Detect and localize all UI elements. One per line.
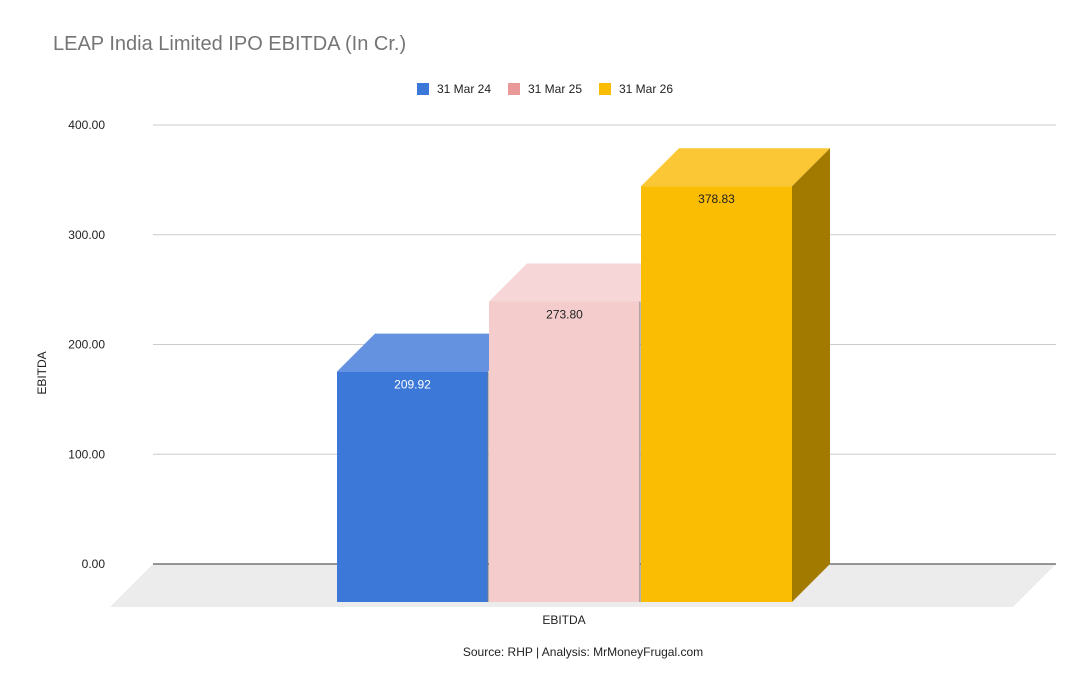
y-tick-label: 0.00 xyxy=(82,557,106,571)
legend-item: 31 Mar 26 xyxy=(599,82,673,96)
bar-2: 273.80 xyxy=(489,263,678,602)
legend-swatch xyxy=(508,83,520,95)
chart-title: LEAP India Limited IPO EBITDA (In Cr.) xyxy=(53,33,406,55)
bar-side-face xyxy=(792,148,830,602)
bar-top-face xyxy=(489,263,678,302)
bar-3: 378.83 xyxy=(641,148,830,602)
x-axis-label: EBITDA xyxy=(542,613,585,627)
y-tick-label: 400.00 xyxy=(68,118,105,132)
y-tick-label: 300.00 xyxy=(68,228,105,242)
y-axis-ticks: 0.00 100.00 200.00 300.00 400.00 xyxy=(68,118,105,571)
y-tick-label: 200.00 xyxy=(68,338,105,352)
y-tick-label: 100.00 xyxy=(68,447,105,461)
legend-label: 31 Mar 26 xyxy=(619,82,673,96)
y-axis-label: EBITDA xyxy=(35,351,49,394)
bar-1: 209.92 xyxy=(337,333,526,602)
bar-front-face xyxy=(641,186,792,602)
data-label: 209.92 xyxy=(394,378,431,392)
data-label: 378.83 xyxy=(698,192,735,206)
legend-swatch xyxy=(599,83,611,95)
legend-swatch xyxy=(417,83,429,95)
legend-item: 31 Mar 25 xyxy=(508,82,582,96)
legend-label: 31 Mar 25 xyxy=(528,82,582,96)
source-note: Source: RHP | Analysis: MrMoneyFrugal.co… xyxy=(463,645,703,659)
legend-item: 31 Mar 24 xyxy=(417,82,491,96)
bar-front-face xyxy=(337,371,488,602)
bar-top-face xyxy=(641,148,830,187)
data-label: 273.80 xyxy=(546,308,583,322)
bar-front-face xyxy=(489,301,640,602)
legend-label: 31 Mar 24 xyxy=(437,82,491,96)
legend: 31 Mar 24 31 Mar 25 31 Mar 26 xyxy=(417,82,673,96)
bar-top-face xyxy=(337,333,526,372)
bars: 209.92 273.80 378.83 xyxy=(337,148,830,602)
